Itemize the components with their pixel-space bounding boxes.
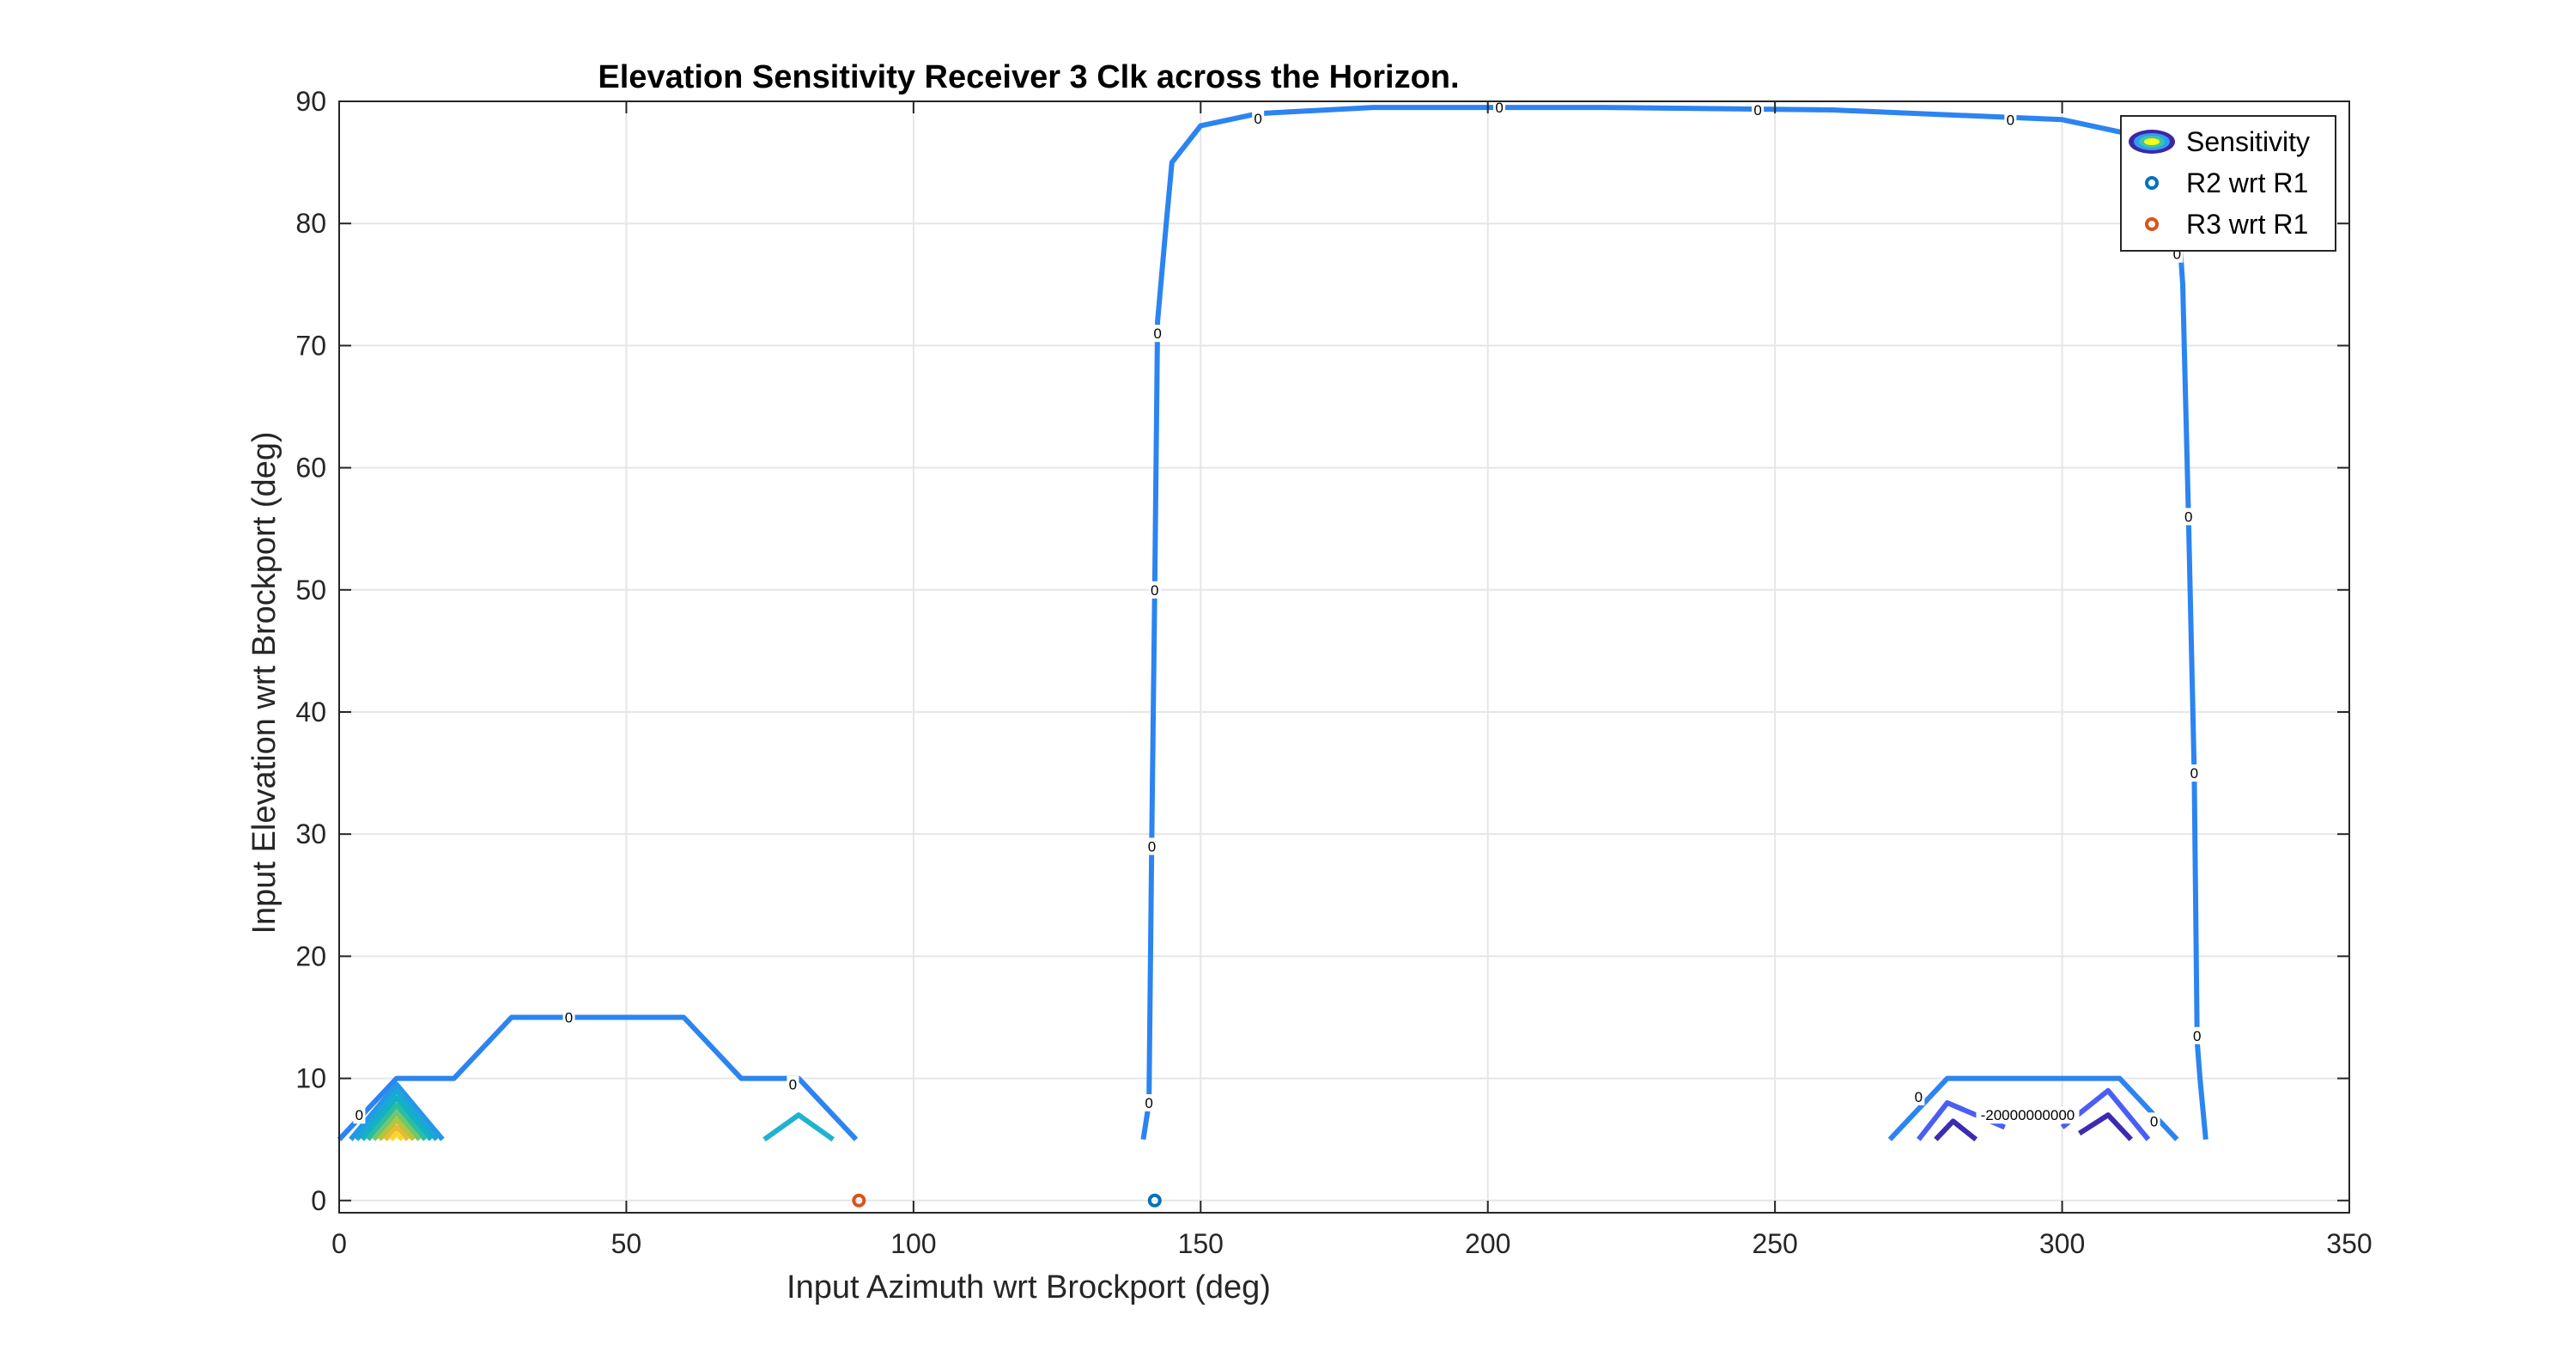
y-tick-label-8: 80 [295, 208, 326, 239]
contour-label-bg-12 [562, 1008, 575, 1026]
contour-label-16: 0 [2150, 1113, 2158, 1129]
y-tick-label-7: 70 [295, 330, 326, 361]
contour-label-4: 0 [2173, 246, 2181, 263]
contour-line-2 [1887, 1075, 2179, 1141]
y-tick-label-4: 40 [295, 697, 326, 727]
contour-label-bg-3 [2004, 111, 2017, 129]
x-axis-label: Input Azimuth wrt Brockport (deg) [787, 1269, 1271, 1305]
contour-label-bg-8 [1151, 325, 1164, 343]
contour-label-bg-14 [353, 1106, 366, 1124]
contour-label-bg-0 [1252, 109, 1265, 127]
contour-label-13: 0 [789, 1077, 797, 1093]
contour-label-1: 0 [1495, 100, 1503, 116]
plot-background [339, 101, 2349, 1213]
contour-label-bg-16 [2148, 1112, 2160, 1130]
contour-line-15 [389, 1130, 404, 1141]
contour-label-14: 0 [355, 1107, 363, 1123]
contour-label-10: 0 [1148, 838, 1156, 855]
contour-line-5 [1934, 1118, 1978, 1142]
contour-line-11 [366, 1102, 428, 1141]
contour-label-3: 0 [2007, 112, 2014, 128]
contour-label-5: 0 [2184, 508, 2192, 525]
x-tick-label-2: 100 [890, 1228, 936, 1259]
x-tick-label-6: 300 [2039, 1228, 2085, 1259]
x-tick-label-1: 50 [611, 1228, 642, 1259]
chart-title: Elevation Sensitivity Receiver 3 Clk acr… [598, 59, 1459, 95]
marker-r3-wrt-r1 [852, 1193, 866, 1208]
contour-line-8 [349, 1081, 445, 1141]
contour-label-bg-5 [2182, 508, 2195, 526]
marker-r2-wrt-r1 [1147, 1193, 1162, 1208]
contour-label-17: -20000000000 [1981, 1107, 2075, 1123]
legend: Sensitivity R2 wrt R1 R3 wrt R1 [2120, 115, 2336, 252]
y-axis-label: Input Elevation wrt Brockport (deg) [246, 431, 283, 934]
contour-label-bg-13 [787, 1075, 799, 1093]
contour-label-7: 0 [2193, 1028, 2201, 1044]
contour-label-bg-15 [1912, 1087, 1925, 1105]
contour-label-8: 0 [1153, 326, 1161, 342]
y-tick-label-2: 20 [295, 940, 326, 971]
contour-line-13 [377, 1117, 416, 1141]
contour-label-bg-9 [1148, 581, 1161, 599]
contour-label-15: 0 [1915, 1089, 1923, 1105]
contour-label-9: 0 [1151, 582, 1158, 599]
contour-line-14 [383, 1124, 410, 1141]
contour-label-11: 0 [1145, 1095, 1152, 1111]
contour-label-0: 0 [1254, 111, 1261, 127]
contour-line-6 [2077, 1112, 2133, 1141]
legend-label-r2-wrt-r1: R2 wrt R1 [2186, 167, 2308, 198]
contour-line-9 [354, 1087, 440, 1141]
contour-label-bg-6 [2188, 764, 2201, 782]
contour-label-bg-7 [2190, 1026, 2203, 1044]
x-tick-label-7: 350 [2326, 1228, 2372, 1259]
contour-label-bg-11 [1143, 1094, 1156, 1112]
contour-label-bg-17 [1976, 1106, 2080, 1124]
contour-label-bg-1 [1493, 99, 1506, 117]
y-tick-label-9: 90 [295, 86, 326, 117]
legend-symbol-r3-wrt-r1 [2145, 217, 2159, 231]
contour-line-0 [1140, 105, 2208, 1141]
legend-label-r3-wrt-r1: R3 wrt R1 [2186, 209, 2308, 240]
x-tick-label-4: 200 [1465, 1228, 1510, 1259]
contour-label-bg-2 [1752, 100, 1765, 119]
x-tick-label-0: 0 [331, 1228, 347, 1259]
contour-label-6: 0 [2190, 765, 2198, 782]
contour-line-10 [360, 1095, 434, 1141]
legend-symbol-r2-wrt-r1 [2145, 176, 2159, 190]
x-tick-label-3: 150 [1178, 1228, 1224, 1259]
axes-box [338, 100, 2350, 1214]
contour-label-12: 0 [565, 1009, 573, 1025]
y-tick-label-6: 60 [295, 453, 326, 484]
y-tick-label-3: 30 [295, 819, 326, 849]
contour-label-bg-10 [1145, 837, 1158, 855]
x-tick-label-5: 250 [1752, 1228, 1797, 1259]
contour-label-2: 0 [1753, 102, 1761, 119]
contour-line-7 [762, 1112, 835, 1142]
y-tick-label-1: 10 [295, 1063, 326, 1094]
y-tick-label-5: 50 [295, 575, 326, 606]
legend-label-sensitivity: Sensitivity [2186, 126, 2310, 157]
contour-line-12 [371, 1110, 422, 1141]
y-tick-label-0: 0 [311, 1185, 326, 1216]
legend-symbol-sensitivity-core [2144, 138, 2160, 145]
